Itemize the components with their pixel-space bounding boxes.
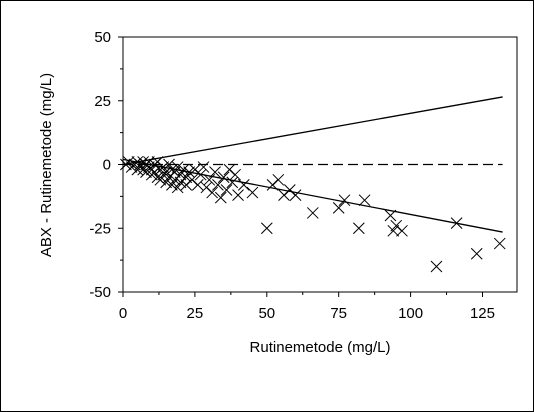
data-point xyxy=(212,179,224,191)
data-point xyxy=(220,184,233,196)
y-tick-label: -25 xyxy=(89,220,111,237)
data-point xyxy=(197,161,210,173)
data-point xyxy=(246,186,259,199)
tick-labels: 50 25 0 -25 -50 0 25 50 75 100 125 xyxy=(89,29,495,322)
x-tick-label: 0 xyxy=(119,305,127,322)
data-point xyxy=(226,176,239,189)
y-tick-label: 0 xyxy=(103,157,111,174)
data-point xyxy=(232,189,244,201)
y-tick-label: 50 xyxy=(94,29,111,46)
y-tick-label: -50 xyxy=(89,284,111,301)
data-point xyxy=(237,179,250,191)
data-point xyxy=(209,166,221,179)
limit-line-1 xyxy=(122,96,503,166)
data-point xyxy=(206,186,219,199)
data-point xyxy=(177,163,190,176)
x-axis-title: Rutinemetode (mg/L) xyxy=(250,339,391,356)
y-axis-title: ABX - Rutinemetode (mg/L) xyxy=(38,73,55,257)
x-tick-label: 75 xyxy=(330,305,347,322)
data-points xyxy=(120,156,506,273)
data-point xyxy=(384,209,397,222)
x-tick-label: 125 xyxy=(470,305,495,322)
x-tick-label: 50 xyxy=(258,305,275,322)
data-point xyxy=(203,173,216,186)
data-point xyxy=(332,201,345,214)
data-point xyxy=(191,179,204,191)
data-point xyxy=(338,194,351,207)
reference-lines xyxy=(122,96,503,233)
data-point xyxy=(430,260,443,273)
data-point xyxy=(493,237,506,250)
data-point xyxy=(450,217,463,230)
data-point xyxy=(214,191,227,204)
data-point xyxy=(352,222,365,235)
axis-ticks xyxy=(118,36,483,297)
data-point xyxy=(171,161,184,173)
data-point xyxy=(217,171,230,184)
data-point xyxy=(289,189,302,201)
data-point xyxy=(358,194,371,207)
data-point xyxy=(183,166,195,179)
x-tick-label: 25 xyxy=(187,305,204,322)
data-point xyxy=(396,224,408,237)
data-point xyxy=(143,156,155,168)
limit-line-2 xyxy=(122,158,503,233)
data-point xyxy=(272,173,285,186)
x-tick-label: 100 xyxy=(398,305,423,322)
data-point xyxy=(194,168,207,181)
y-tick-label: 25 xyxy=(94,93,111,110)
data-point xyxy=(229,168,242,181)
data-point xyxy=(470,247,483,260)
data-point xyxy=(306,207,319,219)
data-point xyxy=(260,222,273,235)
